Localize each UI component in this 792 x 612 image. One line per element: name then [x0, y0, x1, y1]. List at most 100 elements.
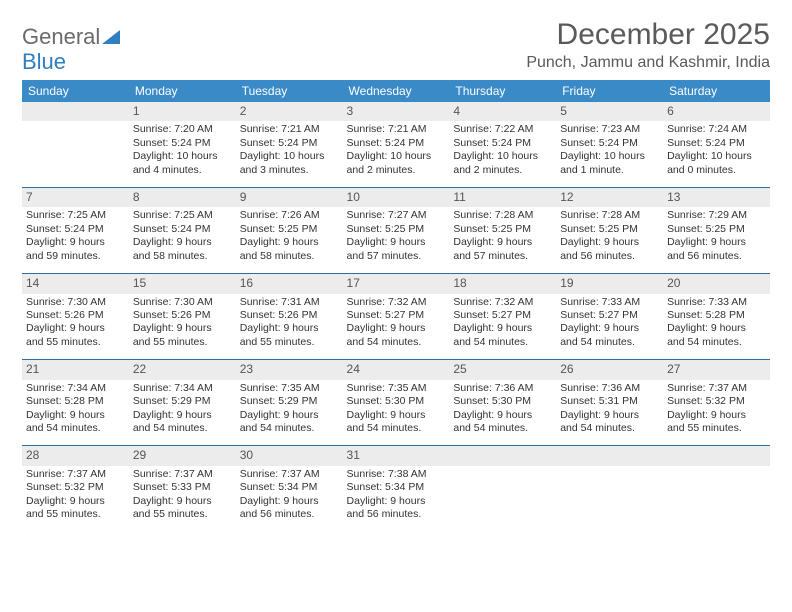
weekday-header: Thursday — [449, 80, 556, 102]
sunset-line: Sunset: 5:28 PM — [667, 309, 745, 321]
day-detail-cell: Sunrise: 7:36 AMSunset: 5:30 PMDaylight:… — [449, 380, 556, 446]
day-number-cell: 2 — [236, 102, 343, 121]
brand-triangle-icon — [102, 30, 120, 49]
day-number-cell — [556, 446, 663, 466]
day-number-cell — [663, 446, 770, 466]
day-number-cell: 8 — [129, 188, 236, 208]
sunset-line: Sunset: 5:32 PM — [667, 395, 745, 407]
day-detail-cell: Sunrise: 7:30 AMSunset: 5:26 PMDaylight:… — [22, 294, 129, 360]
weekday-header: Saturday — [663, 80, 770, 102]
day-detail-cell: Sunrise: 7:23 AMSunset: 5:24 PMDaylight:… — [556, 121, 663, 187]
daylight-line: Daylight: 9 hours and 56 minutes. — [347, 495, 426, 520]
day-detail-cell: Sunrise: 7:29 AMSunset: 5:25 PMDaylight:… — [663, 207, 770, 273]
sunset-line: Sunset: 5:31 PM — [560, 395, 638, 407]
sunrise-line: Sunrise: 7:38 AM — [347, 468, 427, 480]
day-number-cell: 14 — [22, 274, 129, 294]
sunset-line: Sunset: 5:27 PM — [347, 309, 425, 321]
sunrise-line: Sunrise: 7:25 AM — [133, 209, 213, 221]
sunrise-line: Sunrise: 7:24 AM — [667, 123, 747, 135]
calendar-page: General Blue December 2025 Punch, Jammu … — [0, 0, 792, 550]
daylight-line: Daylight: 9 hours and 55 minutes. — [667, 409, 746, 434]
day-number-row: 21222324252627 — [22, 360, 770, 380]
daylight-line: Daylight: 9 hours and 56 minutes. — [667, 236, 746, 261]
sunset-line: Sunset: 5:27 PM — [560, 309, 638, 321]
day-detail-cell: Sunrise: 7:26 AMSunset: 5:25 PMDaylight:… — [236, 207, 343, 273]
day-detail-cell: Sunrise: 7:21 AM Sunset: 5:24 PMDaylight:… — [236, 121, 343, 187]
daylight-line: Daylight: 9 hours and 54 minutes. — [453, 409, 532, 434]
day-detail-cell: Sunrise: 7:34 AMSunset: 5:28 PMDaylight:… — [22, 380, 129, 446]
sunset-line: Sunset: 5:25 PM — [240, 223, 318, 235]
day-number-cell: 30 — [236, 446, 343, 466]
sunrise-line: Sunrise: 7:22 AM — [453, 123, 533, 135]
daylight-line: Daylight: 9 hours and 55 minutes. — [26, 322, 105, 347]
day-number-cell: 20 — [663, 274, 770, 294]
weekday-header: Sunday — [22, 80, 129, 102]
daylight-line: Daylight: 9 hours and 58 minutes. — [133, 236, 212, 261]
page-header: General Blue December 2025 Punch, Jammu … — [22, 18, 770, 74]
sunrise-line: Sunrise: 7:33 AM — [667, 296, 747, 308]
sunrise-line: Sunrise: 7:37 AM — [667, 382, 747, 394]
day-detail-cell: Sunrise: 7:34 AMSunset: 5:29 PMDaylight:… — [129, 380, 236, 446]
day-number-cell: 4 — [449, 102, 556, 121]
daylight-line: Daylight: 10 hours and 2 minutes. — [453, 150, 538, 175]
day-detail-cell: Sunrise: 7:37 AMSunset: 5:33 PMDaylight:… — [129, 466, 236, 532]
day-number-cell: 17 — [343, 274, 450, 294]
daylight-line: Daylight: 9 hours and 56 minutes. — [560, 236, 639, 261]
day-detail-cell: Sunrise: 7:32 AMSunset: 5:27 PMDaylight:… — [449, 294, 556, 360]
daylight-line: Daylight: 9 hours and 55 minutes. — [240, 322, 319, 347]
day-number-cell: 24 — [343, 360, 450, 380]
day-detail-cell: Sunrise: 7:38 AMSunset: 5:34 PMDaylight:… — [343, 466, 450, 532]
day-number-cell: 10 — [343, 188, 450, 208]
day-number-cell: 27 — [663, 360, 770, 380]
sunset-line: Sunset: 5:30 PM — [453, 395, 531, 407]
daylight-line: Daylight: 10 hours and 1 minute. — [560, 150, 645, 175]
day-detail-cell: Sunrise: 7:28 AMSunset: 5:25 PMDaylight:… — [449, 207, 556, 273]
day-number-cell: 5 — [556, 102, 663, 121]
daylight-line: Daylight: 9 hours and 57 minutes. — [453, 236, 532, 261]
day-number-cell: 25 — [449, 360, 556, 380]
sunset-line: Sunset: 5:25 PM — [560, 223, 638, 235]
day-detail-cell: Sunrise: 7:35 AMSunset: 5:30 PMDaylight:… — [343, 380, 450, 446]
daylight-line: Daylight: 9 hours and 54 minutes. — [133, 409, 212, 434]
day-number-cell: 31 — [343, 446, 450, 466]
day-number-cell: 19 — [556, 274, 663, 294]
sunrise-line: Sunrise: 7:25 AM — [26, 209, 106, 221]
daylight-line: Daylight: 9 hours and 56 minutes. — [240, 495, 319, 520]
sunrise-line: Sunrise: 7:30 AM — [133, 296, 213, 308]
day-detail-row: Sunrise: 7:25 AMSunset: 5:24 PMDaylight:… — [22, 207, 770, 273]
day-number-cell: 26 — [556, 360, 663, 380]
day-detail-cell — [449, 466, 556, 532]
sunrise-line: Sunrise: 7:21 AM — [240, 123, 320, 135]
daylight-line: Daylight: 9 hours and 54 minutes. — [26, 409, 105, 434]
daylight-line: Daylight: 9 hours and 54 minutes. — [453, 322, 532, 347]
day-detail-row: Sunrise: 7:37 AMSunset: 5:32 PMDaylight:… — [22, 466, 770, 532]
daylight-line: Daylight: 9 hours and 54 minutes. — [240, 409, 319, 434]
sunrise-line: Sunrise: 7:35 AM — [347, 382, 427, 394]
sunrise-line: Sunrise: 7:36 AM — [560, 382, 640, 394]
day-number-cell: 12 — [556, 188, 663, 208]
sunset-line: Sunset: 5:24 PM — [347, 137, 425, 149]
day-detail-cell — [556, 466, 663, 532]
sunset-line: Sunset: 5:24 PM — [560, 137, 638, 149]
daylight-line: Daylight: 10 hours and 3 minutes. — [240, 150, 325, 175]
daylight-line: Daylight: 10 hours and 4 minutes. — [133, 150, 218, 175]
sunset-line: Sunset: 5:24 PM — [667, 137, 745, 149]
sunset-line: Sunset: 5:33 PM — [133, 481, 211, 493]
sunrise-line: Sunrise: 7:26 AM — [240, 209, 320, 221]
sunset-line: Sunset: 5:27 PM — [453, 309, 531, 321]
day-number-cell: 16 — [236, 274, 343, 294]
sunrise-line: Sunrise: 7:21 AM — [347, 123, 427, 135]
sunrise-line: Sunrise: 7:29 AM — [667, 209, 747, 221]
day-number-cell: 15 — [129, 274, 236, 294]
day-detail-cell: Sunrise: 7:32 AMSunset: 5:27 PMDaylight:… — [343, 294, 450, 360]
title-block: December 2025 Punch, Jammu and Kashmir, … — [526, 18, 770, 72]
daylight-line: Daylight: 9 hours and 57 minutes. — [347, 236, 426, 261]
day-detail-cell: Sunrise: 7:36 AMSunset: 5:31 PMDaylight:… — [556, 380, 663, 446]
sunset-line: Sunset: 5:24 PM — [240, 137, 318, 149]
month-title: December 2025 — [526, 18, 770, 52]
day-detail-cell — [663, 466, 770, 532]
day-detail-cell: Sunrise: 7:37 AMSunset: 5:32 PM Daylight:… — [663, 380, 770, 446]
sunset-line: Sunset: 5:24 PM — [453, 137, 531, 149]
sunrise-line: Sunrise: 7:37 AM — [133, 468, 213, 480]
day-detail-row: Sunrise: 7:34 AMSunset: 5:28 PMDaylight:… — [22, 380, 770, 446]
